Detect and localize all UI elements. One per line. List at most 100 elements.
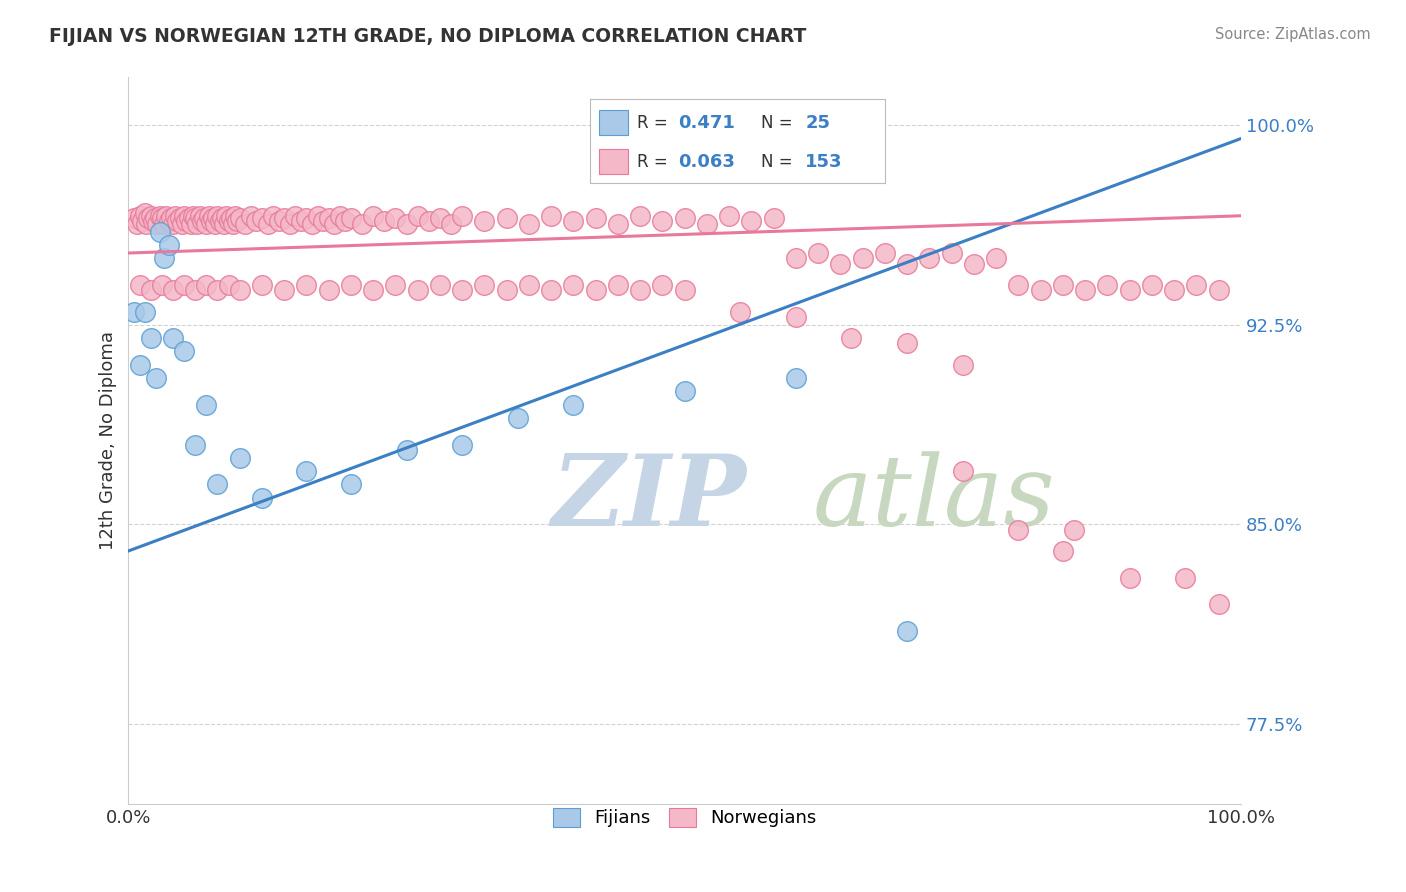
Point [873, 246, 896, 260]
Point [191, 214, 214, 228]
Point [245, 214, 267, 228]
Point [170, 217, 193, 231]
Point [451, 209, 474, 223]
Point [215, 209, 238, 223]
Point [273, 211, 295, 226]
Point [451, 283, 474, 297]
Point [1140, 277, 1163, 292]
Point [200, 214, 222, 228]
Point [696, 217, 718, 231]
Point [340, 211, 363, 226]
Point [1074, 283, 1097, 297]
Point [143, 211, 166, 226]
Point [224, 209, 246, 223]
Point [429, 211, 451, 226]
Point [222, 217, 245, 231]
Point [406, 283, 429, 297]
Point [841, 331, 863, 345]
Point [395, 442, 418, 457]
Point [1063, 523, 1085, 537]
Point [1052, 277, 1074, 292]
Point [122, 211, 145, 226]
Point [941, 246, 963, 260]
Point [153, 252, 176, 266]
Point [128, 277, 150, 292]
Point [157, 214, 180, 228]
Text: ZIP: ZIP [551, 450, 747, 547]
Point [207, 283, 229, 297]
Point [149, 209, 172, 223]
Point [204, 217, 226, 231]
Point [1174, 570, 1197, 584]
Point [155, 209, 177, 223]
Point [495, 211, 517, 226]
Point [562, 214, 585, 228]
Point [740, 214, 762, 228]
Point [361, 283, 384, 297]
Legend: Fijians, Norwegians: Fijians, Norwegians [546, 801, 824, 835]
Point [290, 214, 312, 228]
Point [201, 211, 224, 226]
Point [250, 277, 273, 292]
Point [176, 214, 198, 228]
Point [139, 209, 162, 223]
Point [162, 217, 184, 231]
Point [127, 217, 149, 231]
Point [295, 464, 318, 478]
Point [239, 209, 262, 223]
Point [131, 214, 153, 228]
Point [139, 283, 162, 297]
Point [267, 214, 290, 228]
Point [540, 209, 562, 223]
Point [184, 211, 207, 226]
Point [207, 477, 229, 491]
Point [1208, 597, 1230, 611]
Point [673, 211, 696, 226]
Point [165, 209, 187, 223]
Point [139, 331, 162, 345]
Point [785, 310, 807, 324]
Point [785, 371, 807, 385]
Point [963, 257, 986, 271]
Point [233, 217, 256, 231]
Point [323, 217, 346, 231]
Point [149, 225, 172, 239]
Point [134, 206, 156, 220]
Point [295, 277, 318, 292]
Point [984, 252, 1007, 266]
Point [181, 209, 204, 223]
Point [506, 411, 529, 425]
Point [295, 211, 318, 226]
Point [262, 209, 284, 223]
Point [440, 217, 463, 231]
Point [228, 283, 250, 297]
Point [157, 238, 180, 252]
Point [1185, 277, 1208, 292]
Point [1007, 523, 1029, 537]
Point [1118, 283, 1140, 297]
Point [1007, 277, 1029, 292]
Point [138, 211, 160, 226]
Text: Source: ZipAtlas.com: Source: ZipAtlas.com [1215, 27, 1371, 42]
Point [340, 277, 363, 292]
Point [896, 336, 918, 351]
Point [606, 217, 628, 231]
Point [278, 217, 301, 231]
Point [852, 252, 875, 266]
Point [284, 209, 307, 223]
Point [651, 277, 673, 292]
Y-axis label: 12th Grade, No Diploma: 12th Grade, No Diploma [100, 331, 117, 550]
Point [474, 277, 496, 292]
Point [162, 331, 184, 345]
Point [250, 211, 273, 226]
Point [1118, 570, 1140, 584]
Point [318, 211, 340, 226]
Point [228, 211, 250, 226]
Point [307, 209, 329, 223]
Point [1118, 810, 1140, 824]
Point [540, 283, 562, 297]
Point [495, 283, 517, 297]
Point [406, 209, 429, 223]
Point [373, 214, 395, 228]
Point [429, 277, 451, 292]
